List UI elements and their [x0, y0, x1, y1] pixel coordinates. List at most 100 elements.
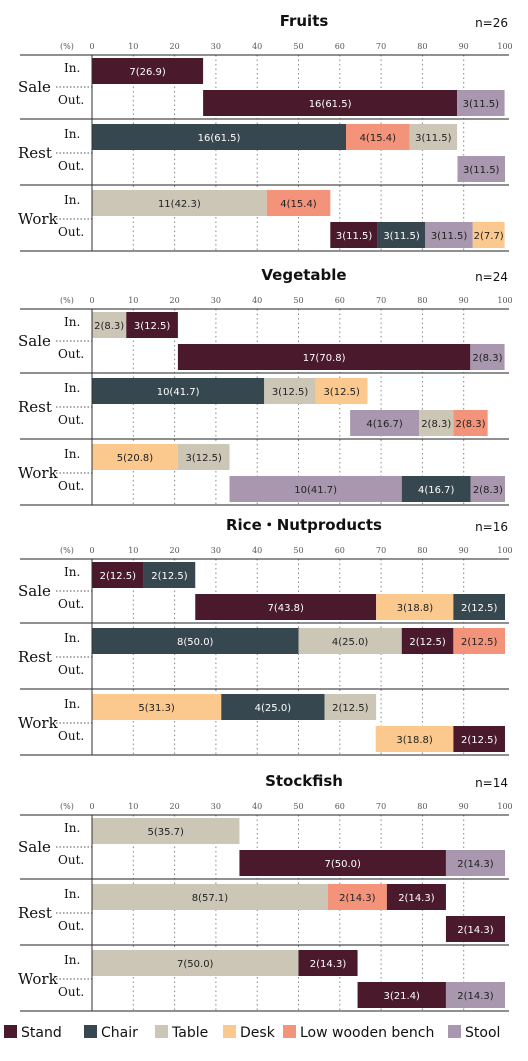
- x-tick-label: 40: [252, 546, 262, 555]
- group-label: Rest: [18, 904, 52, 922]
- x-tick-label: 0: [89, 42, 94, 51]
- bar-data-label: 5(31.3): [138, 703, 175, 714]
- bar-data-label: 2(12.5): [100, 571, 137, 582]
- bar-data-label: 2(8.3): [472, 353, 502, 364]
- x-tick-label: 30: [211, 546, 221, 555]
- group-label: Sale: [18, 838, 51, 856]
- bar-data-label: 4(16.7): [366, 419, 403, 430]
- x-tick-label: 10: [128, 802, 138, 811]
- bar-data-label: 2(14.3): [398, 893, 435, 904]
- row-label: In.: [64, 193, 80, 207]
- bar-segment: [266, 190, 331, 216]
- x-tick-label: 70: [376, 802, 386, 811]
- bar-segment: [92, 378, 265, 404]
- x-tick-label: 100: [497, 42, 512, 51]
- x-tick-label: 0: [89, 546, 94, 555]
- bar-data-label: 2(8.3): [473, 485, 503, 496]
- bar-segment: [445, 982, 505, 1008]
- x-tick-label: 20: [170, 546, 180, 555]
- bar-data-label: 2(12.5): [151, 571, 188, 582]
- bar-data-label: 3(18.8): [397, 603, 434, 614]
- bar-data-label: 8(50.0): [177, 637, 214, 648]
- chart-title: Fruits: [280, 12, 329, 30]
- group-label: Rest: [18, 144, 52, 162]
- axis-unit-label: (%): [60, 546, 74, 555]
- x-tick-label: 60: [335, 546, 345, 555]
- row-label: Out.: [58, 479, 84, 493]
- bar-segment: [92, 628, 299, 654]
- bar-segment: [92, 444, 178, 470]
- x-tick-label: 20: [170, 42, 180, 51]
- bar-data-label: 3(11.5): [415, 133, 452, 144]
- bar-segment: [239, 850, 446, 876]
- chart-panel: Vegetable n=24 (%) 0 10 20 30 40 50 60 70 80 90 100 Sa…: [18, 266, 513, 506]
- bar-data-label: 17(70.8): [303, 353, 346, 364]
- legend-label: Desk: [240, 1025, 276, 1041]
- bar-segment: [92, 818, 240, 844]
- chart-panel: Rice・Nutproducts n=16 (%) 0 10 20 30 40 50 60 70 80…: [18, 516, 513, 756]
- x-tick-label: 10: [128, 546, 138, 555]
- x-tick-label: 50: [293, 802, 303, 811]
- legend-swatch: [223, 1025, 236, 1038]
- x-tick-label: 20: [170, 296, 180, 305]
- x-tick-label: 100: [497, 296, 512, 305]
- bar-segment: [330, 222, 378, 248]
- bar-segment: [375, 726, 454, 752]
- legend-label: Stand: [21, 1025, 62, 1041]
- x-tick-label: 80: [417, 42, 427, 51]
- row-label: In.: [64, 631, 80, 645]
- x-tick-label: 50: [293, 42, 303, 51]
- bar-segment: [350, 410, 420, 436]
- bar-segment: [425, 222, 473, 248]
- bar-data-label: 7(43.8): [267, 603, 304, 614]
- axis-unit-label: (%): [60, 42, 74, 51]
- bar-segment: [92, 562, 144, 588]
- bar-data-label: 2(7.7): [474, 231, 504, 242]
- bar-data-label: 7(50.0): [177, 959, 214, 970]
- bar-data-label: 11(42.3): [158, 199, 201, 210]
- legend-label: Stool: [465, 1025, 500, 1041]
- bar-data-label: 4(16.7): [418, 485, 455, 496]
- x-tick-label: 80: [417, 296, 427, 305]
- bar-segment: [419, 410, 454, 436]
- row-label: In.: [64, 953, 80, 967]
- legend: Stand Chair Table Desk Low wooden bench Stool: [4, 1025, 500, 1041]
- bar-data-label: 5(35.7): [148, 827, 185, 838]
- x-tick-label: 100: [497, 546, 512, 555]
- bar-segment: [377, 222, 426, 248]
- group-label: Work: [18, 714, 59, 732]
- group-label: Sale: [18, 332, 51, 350]
- x-tick-label: 10: [128, 42, 138, 51]
- row-label: In.: [64, 61, 80, 75]
- bar-segment: [221, 694, 325, 720]
- legend-label: Low wooden bench: [300, 1025, 434, 1041]
- group-label: Work: [18, 464, 59, 482]
- bar-segment: [401, 628, 454, 654]
- row-label: In.: [64, 447, 80, 461]
- bar-segment: [203, 90, 458, 116]
- group-label: Rest: [18, 398, 52, 416]
- legend-swatch: [155, 1025, 168, 1038]
- bar-data-label: 2(12.5): [461, 735, 498, 746]
- bar-data-label: 2(8.3): [94, 321, 124, 332]
- row-label: Out.: [58, 93, 84, 107]
- x-tick-label: 10: [128, 296, 138, 305]
- bar-data-label: 8(57.1): [192, 893, 229, 904]
- bar-segment: [298, 950, 358, 976]
- x-tick-label: 40: [252, 802, 262, 811]
- bar-data-label: 2(12.5): [409, 637, 446, 648]
- group-label: Sale: [18, 78, 51, 96]
- bar-data-label: 7(50.0): [324, 859, 361, 870]
- bar-segment: [470, 344, 505, 370]
- row-label: In.: [64, 127, 80, 141]
- legend-swatch: [283, 1025, 296, 1038]
- legend-label: Table: [171, 1025, 208, 1041]
- x-tick-label: 30: [211, 296, 221, 305]
- bar-segment: [357, 982, 446, 1008]
- bar-segment: [453, 628, 505, 654]
- row-label: In.: [64, 887, 80, 901]
- row-label: In.: [64, 821, 80, 835]
- x-tick-label: 70: [376, 296, 386, 305]
- axis-unit-label: (%): [60, 296, 74, 305]
